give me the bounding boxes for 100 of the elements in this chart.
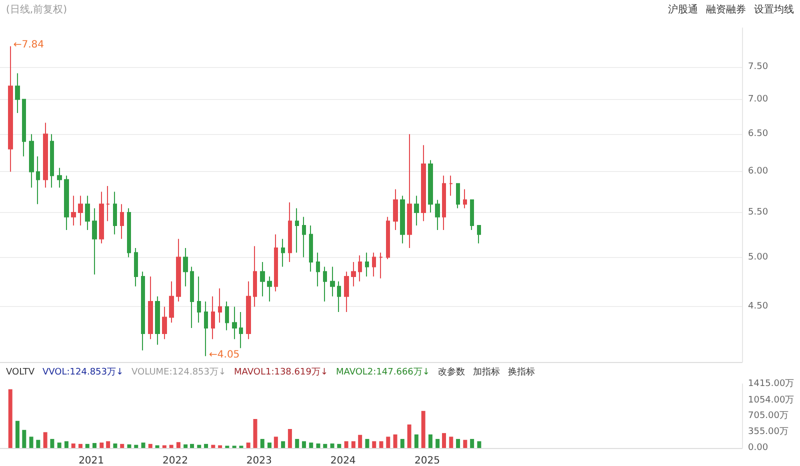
- candlestick: [36, 156, 40, 205]
- candlestick: [351, 262, 356, 287]
- candlestick: [57, 167, 62, 188]
- candlestick: [134, 247, 138, 287]
- bar: [267, 442, 272, 448]
- bar: [309, 442, 314, 448]
- candlestick: [407, 134, 412, 248]
- bar: [64, 441, 68, 448]
- candlestick: [288, 202, 292, 262]
- candlestick: [267, 276, 272, 302]
- text: VOLTV: [6, 368, 36, 378]
- candlestick: [463, 188, 467, 209]
- text: 沪股通: [668, 4, 698, 16]
- candlestick: [379, 252, 383, 279]
- bar: [358, 434, 362, 448]
- y-tick-label: 6.00: [748, 166, 768, 177]
- candlestick: [330, 266, 335, 297]
- bar: [393, 434, 398, 448]
- bar: [15, 420, 20, 448]
- candlestick: [43, 122, 48, 188]
- bar: [253, 419, 258, 448]
- x-tick-label: 2021: [78, 456, 104, 466]
- bar: [29, 436, 34, 448]
- candlestick: [323, 266, 327, 302]
- candlestick: [435, 199, 440, 230]
- candlestick: [190, 266, 194, 329]
- bar: [22, 430, 26, 448]
- bar: [414, 434, 418, 448]
- bar: [463, 440, 468, 448]
- candlestick: [225, 301, 229, 331]
- y-tick-label: 1415.00万: [748, 379, 794, 389]
- bar: [316, 443, 320, 448]
- bar: [218, 445, 222, 448]
- y-tick-label: 5.50: [748, 208, 768, 218]
- text: 加指标: [472, 366, 500, 378]
- x-tick-label: 2024: [330, 456, 356, 466]
- candlestick: [50, 134, 54, 188]
- candlestick: [169, 280, 174, 324]
- candlestick: [92, 208, 97, 275]
- bar: [295, 438, 300, 448]
- bar: [428, 434, 432, 448]
- bar: [184, 444, 188, 448]
- candlestick: [337, 280, 341, 312]
- y-tick-label: 0.00: [748, 443, 768, 453]
- bar: [113, 443, 118, 448]
- candlestick: [15, 72, 20, 114]
- text: 融资融券: [706, 4, 746, 16]
- candlestick: [120, 204, 124, 240]
- bar: [169, 444, 174, 448]
- candlestick: [162, 306, 167, 340]
- y-tick-label: 7.00: [748, 94, 768, 104]
- candlestick: [183, 247, 188, 287]
- candlestick: [71, 195, 76, 226]
- candlestick: [141, 271, 145, 351]
- candlestick: [127, 208, 131, 258]
- bar: [372, 441, 376, 448]
- candlestick: [295, 208, 299, 254]
- bar: [337, 444, 342, 448]
- bar: [470, 438, 474, 448]
- bar: [148, 444, 152, 448]
- y-tick-label: 705.00万: [748, 411, 788, 422]
- candlestick: [470, 199, 474, 230]
- y-tick-label: 5.00: [748, 252, 768, 262]
- candlestick: [78, 195, 83, 226]
- candlestick: [106, 186, 110, 222]
- candlestick: [239, 311, 243, 349]
- bar: [85, 444, 90, 448]
- chart-subtitle: (日线,前复权): [6, 4, 68, 16]
- candlestick: [442, 175, 446, 230]
- bar: [344, 441, 348, 448]
- candlestick: [148, 276, 153, 340]
- candlestick: [477, 225, 481, 244]
- bar: [190, 444, 194, 448]
- candlestick: [211, 296, 215, 340]
- x-tick-label: 2023: [246, 456, 272, 466]
- text: 改参数: [438, 366, 465, 378]
- candlestick: [246, 280, 251, 340]
- candlestick: [29, 134, 34, 188]
- bar: [204, 444, 208, 448]
- bar: [106, 441, 110, 448]
- bar: [100, 442, 104, 448]
- candlestick: [344, 271, 349, 312]
- candlestick: [113, 191, 117, 235]
- x-tick-label: 2025: [414, 456, 440, 466]
- bar: [449, 436, 454, 448]
- annotation: ←4.05: [209, 350, 240, 361]
- y-tick-label: 4.50: [748, 302, 768, 312]
- candlestick: [365, 252, 369, 277]
- bar: [330, 443, 334, 448]
- bar: [211, 444, 216, 448]
- y-tick-label: 1054.00万: [748, 395, 794, 406]
- candlestick: [358, 254, 362, 282]
- bar: [176, 442, 180, 448]
- bar: [197, 444, 202, 448]
- candlestick: [8, 46, 13, 172]
- candlestick: [456, 183, 460, 209]
- candlestick: [421, 144, 426, 222]
- bar: [134, 444, 138, 448]
- candlestick: [414, 195, 419, 226]
- candlestick: [393, 188, 398, 230]
